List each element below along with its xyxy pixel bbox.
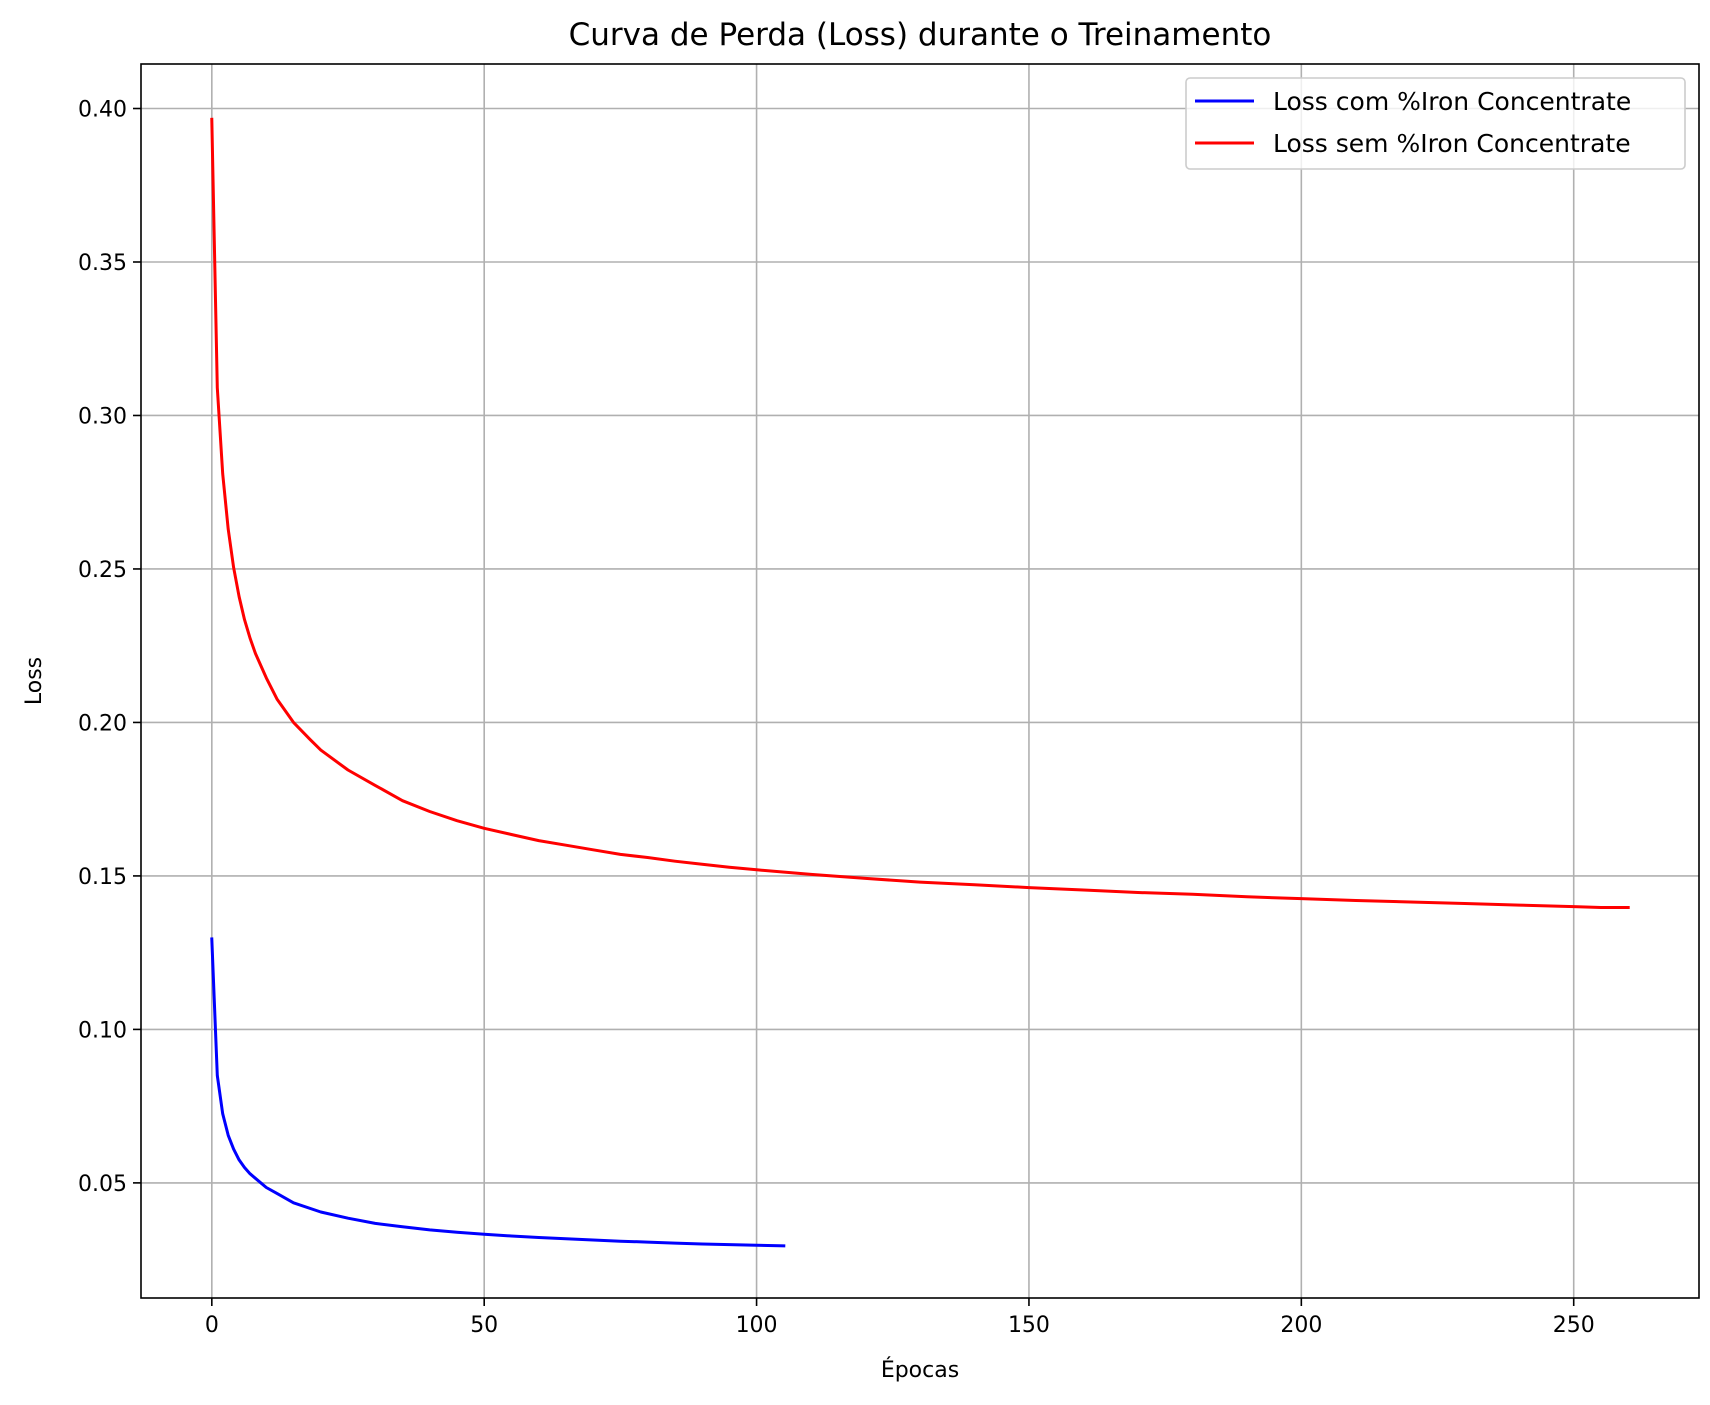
series-layer [210, 117, 1630, 1248]
y-tick-label: 0.35 [78, 251, 127, 276]
axis-ticks: 0 50 100 150 200 250 0.05 0.10 0.15 0.20 0.25 0.30 0… [78, 98, 1595, 1338]
series-line-2 [210, 117, 1630, 909]
y-tick-label: 0.25 [78, 558, 127, 583]
y-axis-label: Loss [22, 657, 47, 705]
chart-title: Curva de Perda (Loss) durante o Treiname… [569, 17, 1272, 53]
x-tick-label: 50 [470, 1313, 498, 1338]
x-tick-label: 200 [1280, 1313, 1322, 1338]
y-tick-label: 0.20 [78, 711, 127, 736]
series-line-1 [210, 937, 786, 1248]
y-tick-label: 0.10 [78, 1018, 127, 1043]
x-tick-label: 250 [1553, 1313, 1595, 1338]
y-tick-label: 0.15 [78, 865, 127, 890]
legend-label-2: Loss sem %Iron Concentrate [1273, 129, 1631, 158]
plot-area-frame [140, 63, 1700, 1299]
y-tick-label: 0.30 [78, 404, 127, 429]
x-tick-label: 150 [1008, 1313, 1050, 1338]
x-tick-label: 0 [205, 1313, 219, 1338]
legend-box [1185, 77, 1686, 170]
legend-label-1: Loss com %Iron Concentrate [1273, 87, 1631, 116]
y-tick-label: 0.05 [78, 1172, 127, 1197]
x-tick-label: 100 [736, 1313, 778, 1338]
legend: Loss com %Iron Concentrate Loss sem %Iron… [1185, 77, 1686, 170]
x-axis-label: Épocas [881, 1357, 959, 1383]
y-tick-label: 0.40 [78, 98, 127, 123]
